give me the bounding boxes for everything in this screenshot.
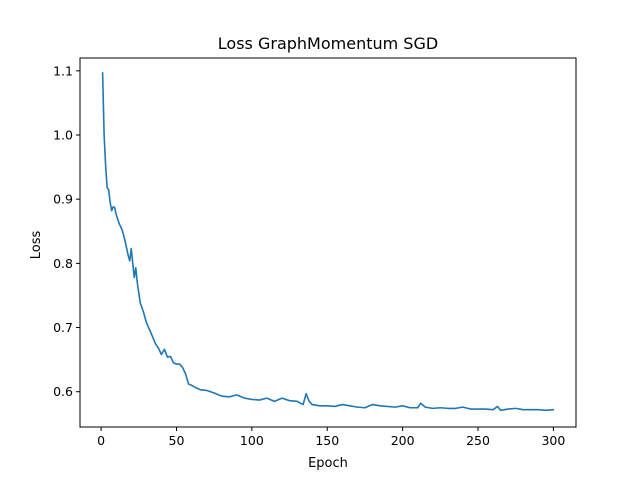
x-tick-label: 0 [97, 433, 105, 448]
y-axis-label: Loss [29, 231, 44, 260]
chart-title: Loss GraphMomentum SGD [218, 34, 438, 53]
y-tick-label: 0.9 [53, 192, 73, 207]
plot-area: 0 50 100 150 200 250 300 0.6 0.7 0.8 0.9 1.0 1.1 [53, 57, 577, 448]
y-tick-label: 1.1 [53, 63, 73, 78]
x-tick-label: 50 [169, 433, 185, 448]
y-tick-label: 0.8 [53, 256, 73, 271]
x-tick-label: 300 [541, 433, 565, 448]
x-tick-label: 200 [391, 433, 415, 448]
loss-series-line [101, 71, 555, 412]
y-tick-label: 0.7 [53, 320, 73, 335]
y-tick-label: 0.6 [53, 384, 73, 399]
x-tick-label: 150 [315, 433, 339, 448]
x-tick-label: 100 [240, 433, 264, 448]
y-tick-label: 1.0 [53, 128, 73, 143]
x-tick-label: 250 [466, 433, 490, 448]
plot-frame [79, 57, 577, 428]
x-axis-label: Epoch [308, 456, 348, 471]
